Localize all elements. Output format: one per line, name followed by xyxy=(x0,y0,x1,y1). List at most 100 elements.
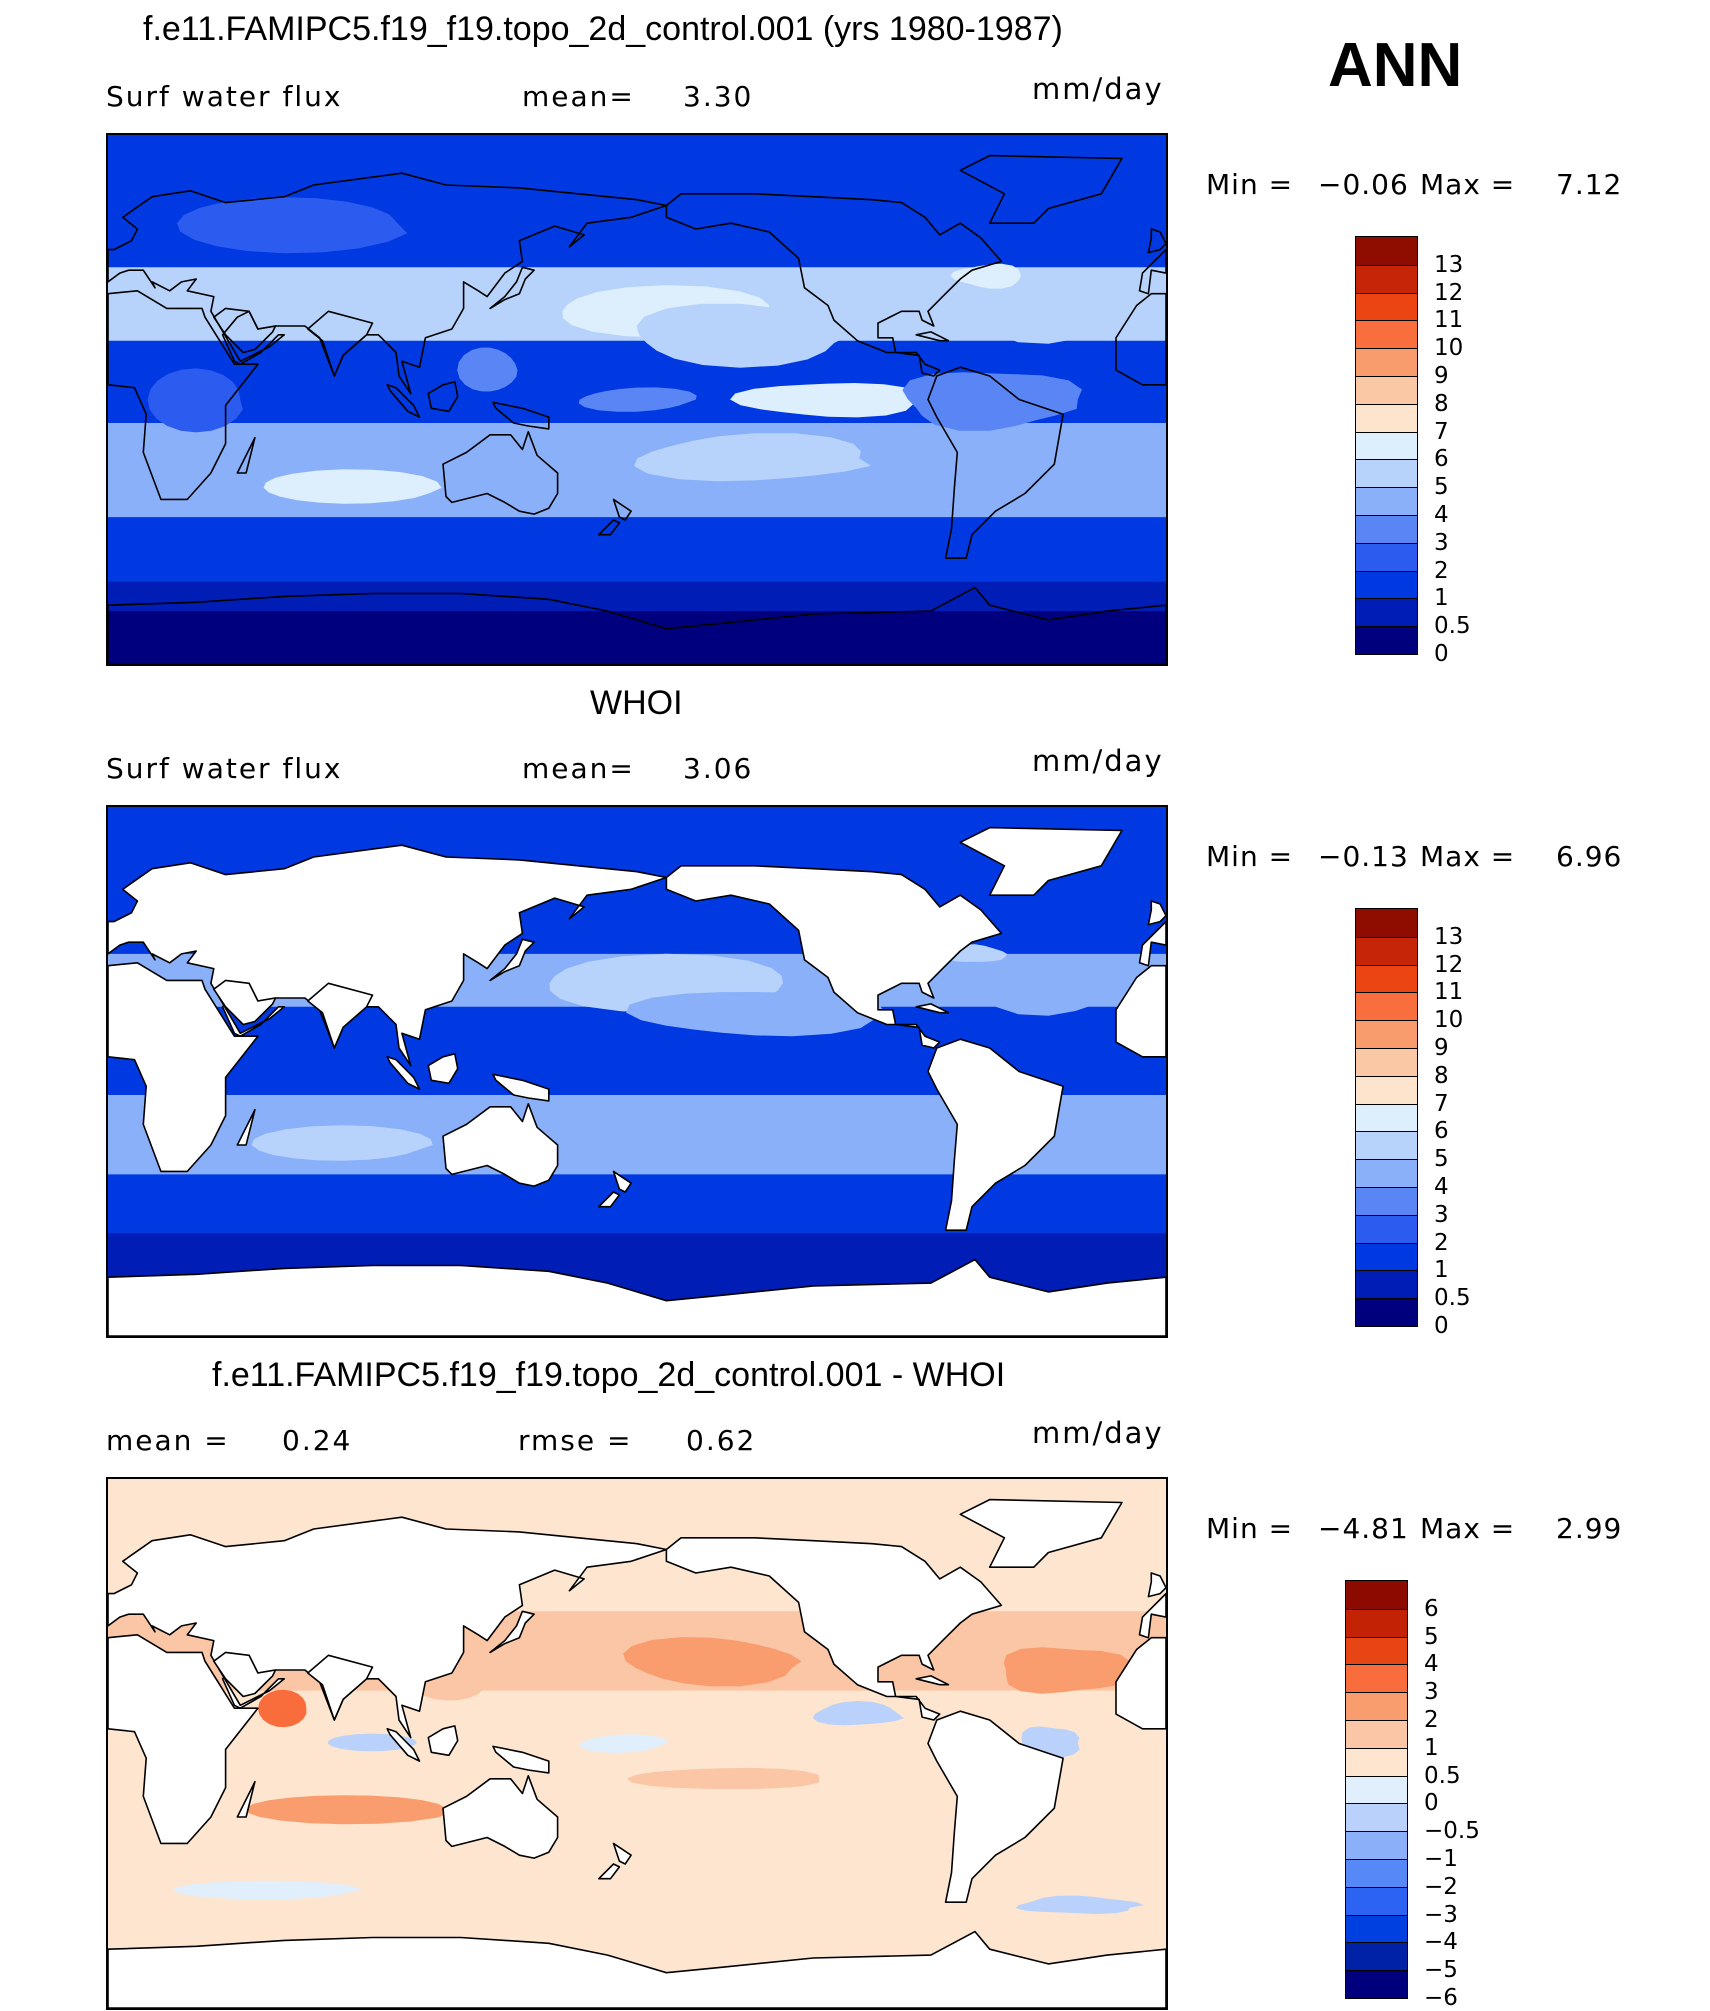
model-colorbar-tick: 12 xyxy=(1434,279,1464,306)
abs-coastline xyxy=(108,172,668,395)
colorbar-diff: 6 5 4 3 2 1 0.5 0 −0.5 −1 −2 −3 −4 −5 −6 xyxy=(1345,1580,1480,2010)
model-colorbar-tick: 3 xyxy=(1434,529,1449,556)
diff-coastline xyxy=(665,1536,1003,1721)
panel-title-obs: WHOI xyxy=(590,684,683,722)
diff-colorbar-tick: 0 xyxy=(1424,1790,1439,1817)
abs-coastline xyxy=(665,192,1003,377)
diff-contour-region xyxy=(1015,1895,1144,1914)
diff-coastline xyxy=(597,1863,621,1880)
diff-colorbar-tick: −1 xyxy=(1424,1846,1458,1872)
abs-contour-region xyxy=(955,282,1135,344)
abs-coastline xyxy=(597,519,621,536)
abs-coastline xyxy=(915,331,950,342)
diff-colorbar-box xyxy=(1346,1831,1407,1859)
obs-colorbar-tick: 11 xyxy=(1434,979,1464,1006)
max-label-model: Max = xyxy=(1420,168,1516,201)
obs-coastline xyxy=(927,1038,1064,1232)
model-colorbar-box xyxy=(1356,348,1417,376)
obs-contour-region xyxy=(955,954,1135,1016)
model-colorbar-tick: 10 xyxy=(1434,335,1464,362)
diff-colorbar-tick: 6 xyxy=(1424,1595,1439,1622)
obs-coastline xyxy=(915,1003,950,1014)
diff-colorbar-box xyxy=(1346,1803,1407,1832)
diff-colorbar-tick: 5 xyxy=(1424,1623,1439,1650)
model-colorbar-box xyxy=(1356,320,1417,349)
units-label-diff: mm/day xyxy=(1032,1416,1164,1450)
obs-colorbar-tick: 1 xyxy=(1434,1257,1449,1284)
diff-colorbar-box xyxy=(1346,1942,1407,1971)
map-obs xyxy=(108,807,1166,1336)
diff-colorbar-tick: 1 xyxy=(1424,1734,1439,1761)
mean-value-diff: 0.24 xyxy=(282,1424,353,1457)
max-value-diff: 2.99 xyxy=(1556,1512,1623,1545)
obs-coastline xyxy=(307,982,374,1049)
abs-contour-region xyxy=(578,387,697,412)
diff-colorbar-tick: 4 xyxy=(1424,1651,1439,1678)
obs-contour-region xyxy=(251,1125,433,1161)
abs-coastline xyxy=(927,366,1064,560)
abs-coastline xyxy=(213,307,277,354)
diff-coastline xyxy=(213,1651,277,1698)
obs-contour-region xyxy=(687,1105,939,1151)
diff-coastline xyxy=(1115,1636,1166,1730)
max-label-diff: Max = xyxy=(1420,1512,1516,1545)
obs-colorbar-box xyxy=(1356,1075,1417,1104)
max-label-obs: Max = xyxy=(1420,840,1516,873)
model-colorbar-tick: 7 xyxy=(1434,418,1449,445)
obs-coastline xyxy=(597,1191,621,1208)
obs-colorbar-tick: 6 xyxy=(1434,1118,1449,1145)
diff-coastline xyxy=(1138,1592,1166,1639)
model-colorbar-tick: 8 xyxy=(1434,390,1449,417)
diff-colorbar-box xyxy=(1346,1692,1407,1720)
abs-coastline xyxy=(307,310,374,377)
min-value-diff: −4.81 xyxy=(1318,1512,1409,1545)
diff-contour-region xyxy=(172,1880,361,1900)
obs-colorbar-tick: 2 xyxy=(1434,1229,1449,1256)
abs-coastline xyxy=(108,586,1166,664)
abs-coastline xyxy=(442,430,559,515)
model-colorbar-tick: 5 xyxy=(1434,474,1449,501)
obs-colorbar-box xyxy=(1356,1103,1417,1132)
model-colorbar-box xyxy=(1356,598,1417,627)
obs-coastline xyxy=(442,1102,559,1187)
diff-colorbar-tick: −4 xyxy=(1424,1929,1458,1956)
abs-contour-region xyxy=(634,433,871,482)
abs-contour-region xyxy=(108,423,1166,518)
diff-colorbar-tick: 2 xyxy=(1424,1707,1439,1733)
min-value-model: −0.06 xyxy=(1318,168,1409,201)
model-colorbar-box xyxy=(1356,403,1417,432)
obs-colorbar-box xyxy=(1356,1159,1417,1187)
abs-coastline xyxy=(489,266,535,310)
obs-coastline xyxy=(108,844,668,1067)
diff-colorbar-box xyxy=(1346,1720,1407,1748)
obs-colorbar-box xyxy=(1356,992,1417,1021)
obs-coastline xyxy=(612,1170,632,1193)
obs-colorbar-box xyxy=(1356,1242,1417,1271)
abs-coastline xyxy=(1138,248,1166,295)
diff-coastline xyxy=(1147,1572,1166,1598)
model-colorbar-box xyxy=(1356,626,1417,654)
obs-coastline xyxy=(108,962,259,1173)
model-colorbar-box xyxy=(1356,570,1417,599)
diff-contour-region xyxy=(623,1637,802,1687)
map-panel-obs xyxy=(106,805,1168,1338)
obs-coastline xyxy=(108,1258,1166,1336)
obs-coastline xyxy=(427,1053,459,1085)
obs-coastline xyxy=(489,938,535,982)
obs-colorbar-tick: 0 xyxy=(1434,1313,1449,1339)
model-colorbar-box xyxy=(1356,431,1417,460)
obs-coastline xyxy=(959,826,1123,896)
model-colorbar-box xyxy=(1356,237,1417,265)
diff-colorbar-box xyxy=(1346,1608,1407,1637)
diff-contour-region xyxy=(258,1689,307,1728)
abs-coastline xyxy=(236,436,256,474)
abs-coastline xyxy=(959,154,1123,224)
map-diff xyxy=(108,1479,1166,2008)
max-value-model: 7.12 xyxy=(1556,168,1623,201)
abs-contour-region xyxy=(950,263,1022,289)
diff-coastline xyxy=(489,1610,535,1654)
model-colorbar-tick: 6 xyxy=(1434,446,1449,473)
map-panel-model xyxy=(106,133,1168,666)
obs-colorbar-box xyxy=(1356,1131,1417,1160)
mean-value-obs: 3.06 xyxy=(683,752,754,785)
